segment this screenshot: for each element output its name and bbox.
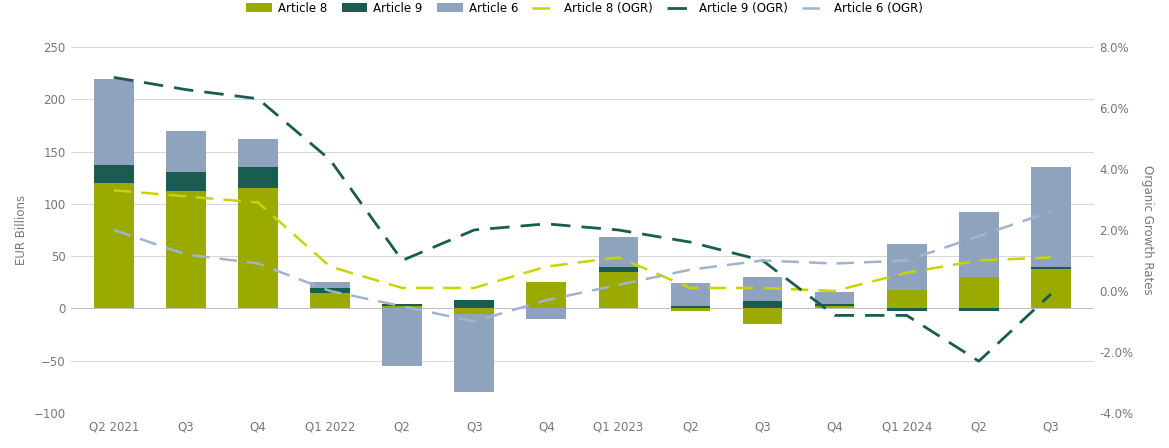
Article 8 (OGR)	[539, 264, 553, 269]
Article 9 (OGR)	[828, 313, 842, 318]
Bar	[599, 272, 638, 308]
Bar	[671, 306, 711, 308]
Article 6 (OGR)	[971, 233, 985, 239]
Article 6 (OGR)	[684, 267, 698, 272]
Bar	[455, 308, 494, 314]
Bar	[815, 292, 855, 304]
Bar	[94, 183, 133, 308]
Bar	[455, 300, 494, 308]
Bar	[166, 191, 206, 308]
Bar	[671, 283, 711, 306]
Article 6 (OGR)	[755, 258, 769, 263]
Article 8 (OGR)	[179, 194, 193, 199]
Bar	[526, 282, 566, 308]
Bar	[742, 301, 782, 308]
Article 6 (OGR)	[828, 261, 842, 266]
Article 6 (OGR)	[251, 261, 265, 266]
Bar	[455, 314, 494, 392]
Bar	[599, 237, 638, 267]
Line: Article 8 (OGR): Article 8 (OGR)	[113, 190, 1051, 291]
Bar	[742, 277, 782, 301]
Bar	[94, 79, 133, 165]
Line: Article 6 (OGR): Article 6 (OGR)	[113, 211, 1051, 322]
Bar	[671, 308, 711, 310]
Article 8 (OGR)	[684, 285, 698, 291]
Y-axis label: Organic Growth Rates: Organic Growth Rates	[1141, 165, 1154, 295]
Article 9 (OGR)	[106, 75, 120, 80]
Article 8 (OGR)	[755, 285, 769, 291]
Line: Article 9 (OGR): Article 9 (OGR)	[113, 78, 1051, 361]
Bar	[959, 277, 998, 308]
Bar	[959, 212, 998, 277]
Y-axis label: EUR Billions: EUR Billions	[15, 195, 28, 265]
Bar	[382, 306, 422, 308]
Bar	[599, 267, 638, 272]
Article 8 (OGR)	[323, 264, 337, 269]
Bar	[815, 306, 855, 308]
Bar	[382, 304, 422, 306]
Article 8 (OGR)	[971, 258, 985, 263]
Article 9 (OGR)	[611, 227, 625, 233]
Bar	[742, 308, 782, 324]
Bar	[166, 130, 206, 172]
Bar	[238, 188, 278, 308]
Bar	[310, 282, 350, 288]
Article 8 (OGR)	[828, 289, 842, 294]
Article 6 (OGR)	[468, 319, 482, 324]
Article 6 (OGR)	[106, 227, 120, 233]
Article 8 (OGR)	[106, 188, 120, 193]
Article 9 (OGR)	[755, 258, 769, 263]
Article 8 (OGR)	[395, 285, 409, 291]
Bar	[1031, 269, 1071, 308]
Bar	[1031, 167, 1071, 267]
Article 9 (OGR)	[179, 87, 193, 92]
Article 8 (OGR)	[900, 270, 914, 276]
Bar	[310, 288, 350, 293]
Bar	[310, 293, 350, 308]
Article 6 (OGR)	[395, 304, 409, 309]
Article 6 (OGR)	[179, 252, 193, 257]
Bar	[526, 308, 566, 319]
Bar	[887, 289, 927, 308]
Bar	[238, 139, 278, 167]
Bar	[887, 308, 927, 310]
Article 6 (OGR)	[900, 258, 914, 263]
Article 6 (OGR)	[611, 282, 625, 288]
Article 6 (OGR)	[323, 289, 337, 294]
Article 6 (OGR)	[1044, 209, 1058, 214]
Article 6 (OGR)	[539, 297, 553, 303]
Article 9 (OGR)	[251, 96, 265, 101]
Bar	[1031, 267, 1071, 269]
Article 9 (OGR)	[323, 157, 337, 163]
Article 8 (OGR)	[611, 255, 625, 260]
Article 9 (OGR)	[1044, 291, 1058, 297]
Article 8 (OGR)	[251, 200, 265, 205]
Bar	[166, 172, 206, 191]
Article 9 (OGR)	[395, 258, 409, 263]
Article 8 (OGR)	[1044, 255, 1058, 260]
Article 8 (OGR)	[468, 285, 482, 291]
Bar	[238, 167, 278, 188]
Bar	[815, 304, 855, 306]
Article 9 (OGR)	[468, 227, 482, 233]
Bar	[382, 308, 422, 366]
Legend: Article 8, Article 9, Article 6, Article 8 (OGR), Article 9 (OGR), Article 6 (OG: Article 8, Article 9, Article 6, Article…	[242, 0, 927, 19]
Article 9 (OGR)	[900, 313, 914, 318]
Bar	[94, 165, 133, 183]
Article 9 (OGR)	[971, 358, 985, 364]
Article 9 (OGR)	[684, 240, 698, 245]
Bar	[959, 308, 998, 310]
Article 9 (OGR)	[539, 221, 553, 227]
Bar	[887, 244, 927, 289]
